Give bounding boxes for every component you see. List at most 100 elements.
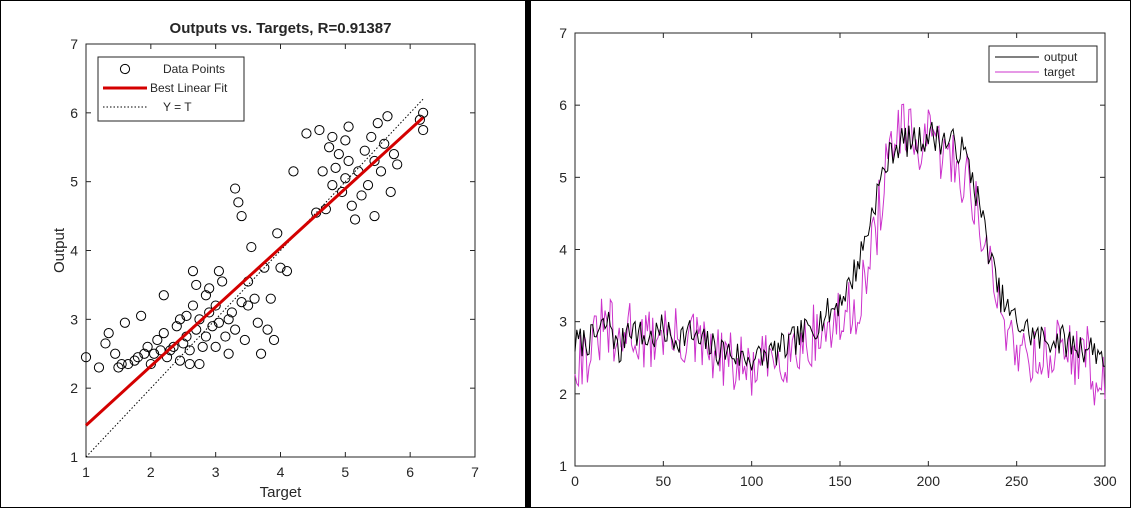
series-line-target <box>574 103 1106 406</box>
scatter-chart: 1 2 3 4 5 6 7 1 2 3 4 5 6 7 Outputs vs. Targets, R=0.9… <box>51 20 479 501</box>
data-point <box>252 317 263 328</box>
x-tick-label: 4 <box>277 464 285 480</box>
data-point <box>343 121 354 132</box>
data-point <box>249 293 260 304</box>
x-tick-label: 250 <box>1005 473 1029 489</box>
panel-divider <box>526 0 530 508</box>
data-point <box>194 358 205 370</box>
data-point <box>333 149 344 160</box>
y-tick-label: 3 <box>559 314 567 330</box>
data-point <box>418 107 429 118</box>
data-point <box>165 345 176 356</box>
data-point <box>265 293 276 304</box>
data-point <box>356 190 367 201</box>
plot-area <box>574 32 1106 467</box>
data-point <box>210 300 221 311</box>
data-point <box>200 331 212 342</box>
y-tick-label: 2 <box>70 380 78 396</box>
data-point <box>113 362 124 373</box>
data-point <box>327 180 338 191</box>
data-point <box>217 276 228 287</box>
data-point <box>382 111 393 122</box>
data-point <box>110 348 121 359</box>
legend-marker-data-points <box>119 63 131 75</box>
y-tick-label: 7 <box>70 36 78 52</box>
data-point <box>388 149 400 160</box>
data-point <box>116 358 127 370</box>
data-point <box>204 283 215 294</box>
x-tick-label: 2 <box>147 464 155 480</box>
data-point <box>349 214 361 225</box>
data-point <box>158 290 169 301</box>
x-axis-label: Target <box>260 484 303 501</box>
data-point <box>210 341 221 352</box>
data-point <box>93 362 105 373</box>
chart-title: Outputs vs. Targets, R=0.91387 <box>170 20 392 37</box>
x-tick-label: 1 <box>82 464 90 480</box>
data-point <box>314 124 325 136</box>
data-point <box>362 180 374 191</box>
data-point <box>317 166 328 177</box>
data-point <box>262 324 273 335</box>
data-point <box>369 210 380 222</box>
data-point <box>191 279 202 291</box>
data-point <box>223 314 234 325</box>
data-point <box>213 266 225 277</box>
data-point <box>375 166 387 177</box>
x-tick-label: 6 <box>406 464 414 480</box>
data-point <box>392 159 403 170</box>
data-point <box>330 162 341 173</box>
data-point <box>168 341 179 352</box>
y-tick-label: 5 <box>559 169 567 185</box>
x-tick-label: 200 <box>917 473 941 489</box>
best-fit-line <box>84 116 425 427</box>
x-tick-label: 3 <box>212 464 220 480</box>
data-point <box>187 300 199 311</box>
data-point <box>204 307 215 318</box>
data-point <box>184 345 195 356</box>
x-tick-label: 5 <box>341 464 349 480</box>
data-point <box>174 314 186 325</box>
data-point <box>288 166 299 177</box>
data-point <box>268 334 280 346</box>
data-point <box>414 114 425 125</box>
data-point <box>132 352 143 363</box>
data-point <box>233 197 244 208</box>
data-point <box>158 328 169 339</box>
data-point <box>226 307 237 318</box>
legend-label: output <box>1044 50 1078 64</box>
data-point <box>139 348 150 359</box>
data-point <box>336 186 348 198</box>
scatter-figure-panel: 1 2 3 4 5 6 7 1 2 3 4 5 6 7 Outputs vs. Targets, R=0.9… <box>0 0 526 508</box>
x-tick-label: 150 <box>828 473 852 489</box>
y-tick-label: 6 <box>70 105 78 121</box>
data-point <box>366 131 377 143</box>
data-point <box>123 358 134 370</box>
data-point <box>242 300 254 311</box>
data-point <box>272 228 283 239</box>
data-point <box>207 321 218 332</box>
data-point <box>327 131 338 143</box>
x-tick-label: 300 <box>1093 473 1117 489</box>
y-tick-label: 5 <box>70 174 78 190</box>
data-point <box>155 345 166 356</box>
y-tick-label: 4 <box>559 242 567 258</box>
data-point <box>275 262 286 273</box>
data-point <box>142 341 153 352</box>
data-point <box>197 341 208 352</box>
y-tick-label: 6 <box>559 97 567 113</box>
data-point <box>239 334 250 346</box>
data-point <box>148 348 160 359</box>
legend: Data Points Best Linear Fit Y = T <box>97 56 245 122</box>
data-point <box>236 297 247 308</box>
data-point <box>346 200 357 211</box>
legend-label: Y = T <box>163 100 192 114</box>
x-tick-label: 50 <box>656 473 672 489</box>
data-point <box>236 210 247 222</box>
data-point <box>343 155 354 167</box>
data-point <box>340 135 351 146</box>
legend-label: Data Points <box>163 62 225 76</box>
y-tick-label: 4 <box>70 243 78 259</box>
